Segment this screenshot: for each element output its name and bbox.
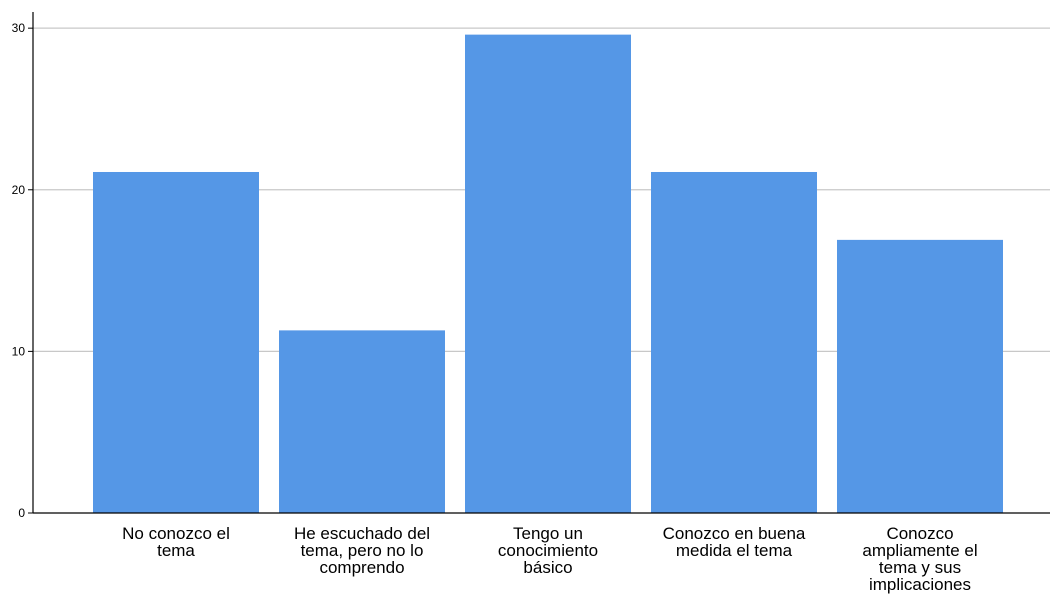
y-tick-label: 0	[18, 506, 25, 520]
category-label-line: tema y sus	[879, 558, 961, 577]
category-label-line: conocimiento	[498, 541, 598, 560]
category-label-line: básico	[523, 558, 572, 577]
category-label-line: comprendo	[319, 558, 404, 577]
category-label-line: Conozco	[886, 524, 953, 543]
y-tick-label: 30	[12, 21, 26, 35]
category-label-line: Tengo un	[513, 524, 583, 543]
category-label-line: He escuchado del	[294, 524, 430, 543]
bars	[93, 34, 1003, 514]
category-label-4: Conozco en buena medida el tema	[663, 524, 806, 560]
bar-1	[93, 171, 259, 514]
bar-3	[465, 34, 631, 514]
category-label-5: Conozco ampliamente el tema y sus implicaci…	[862, 524, 977, 594]
category-labels: No conozco el tema He escuchado del tema, p…	[122, 524, 978, 594]
bar-2	[279, 330, 445, 513]
y-tick-label: 10	[12, 344, 26, 358]
category-label-1: No conozco el tema	[122, 524, 230, 560]
category-label-line: tema	[157, 541, 195, 560]
category-label-3: Tengo un conocimiento básico	[498, 524, 598, 577]
category-label-line: medida el tema	[676, 541, 793, 560]
category-label-2: He escuchado del tema, pero no lo comprend…	[294, 524, 430, 577]
y-tick-labels: 0 10 20 30	[12, 21, 26, 520]
category-label-line: ampliamente el	[862, 541, 977, 560]
bar-4	[651, 171, 817, 514]
category-label-line: No conozco el	[122, 524, 230, 543]
category-label-line: implicaciones	[869, 575, 971, 594]
axes	[28, 12, 1050, 514]
y-tick-label: 20	[12, 183, 26, 197]
category-label-line: Conozco en buena	[663, 524, 806, 543]
category-label-line: tema, pero no lo	[301, 541, 424, 560]
bar-5	[837, 239, 1003, 513]
